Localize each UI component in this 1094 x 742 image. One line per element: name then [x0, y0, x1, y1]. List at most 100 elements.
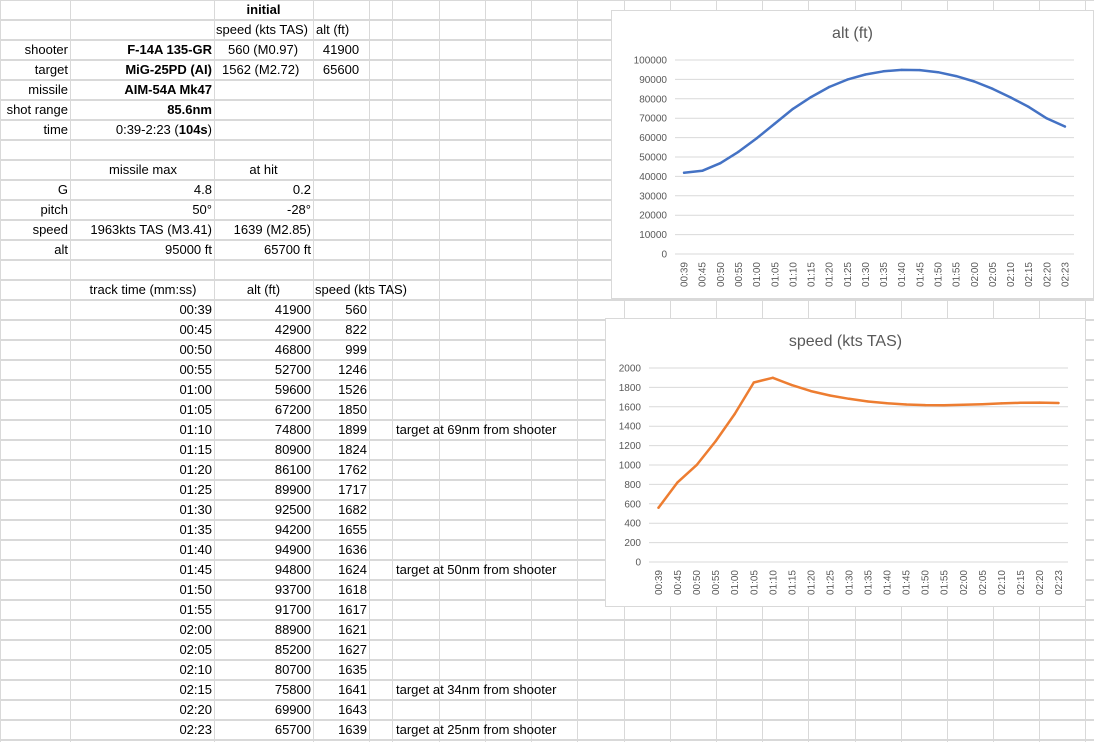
speed-column-header[interactable]: speed (kts TAS): [216, 22, 308, 37]
track-alt-cell[interactable]: 52700: [274, 362, 311, 377]
track-time-cell[interactable]: 01:30: [179, 502, 212, 517]
track-time-cell[interactable]: 00:50: [179, 342, 212, 357]
g-max[interactable]: 4.8: [193, 182, 212, 197]
track-speed-cell[interactable]: 1624: [338, 562, 367, 577]
track-time-cell[interactable]: 02:15: [179, 682, 212, 697]
target-alt[interactable]: 65600: [322, 62, 360, 77]
track-speed-header[interactable]: speed (kts TAS): [315, 282, 407, 297]
track-speed-cell[interactable]: 1618: [338, 582, 367, 597]
shooter-speed[interactable]: 560 (M0.97): [228, 42, 299, 57]
missile-value[interactable]: AIM-54A Mk47: [124, 82, 212, 97]
track-speed-cell[interactable]: 1762: [338, 462, 367, 477]
altitude-chart[interactable]: alt (ft) 0 10000 20000 30000 40000 50000 60000…: [611, 10, 1094, 299]
alt-label[interactable]: alt: [54, 242, 68, 257]
track-alt-cell[interactable]: 74800: [274, 422, 311, 437]
shot-range-label[interactable]: shot range: [6, 102, 68, 117]
track-time-cell[interactable]: 01:25: [179, 482, 212, 497]
track-alt-cell[interactable]: 80700: [274, 662, 311, 677]
target-speed[interactable]: 1562 (M2.72): [222, 62, 300, 77]
track-alt-cell[interactable]: 88900: [274, 622, 311, 637]
track-time-cell[interactable]: 01:45: [179, 562, 212, 577]
track-alt-cell[interactable]: 80900: [274, 442, 311, 457]
track-speed-cell[interactable]: 560: [345, 302, 367, 317]
target-value[interactable]: MiG-25PD (AI): [125, 62, 212, 77]
track-note-cell[interactable]: target at 50nm from shooter: [396, 562, 557, 577]
track-time-cell[interactable]: 01:55: [179, 602, 212, 617]
shot-range-value[interactable]: 85.6nm: [167, 102, 212, 117]
speed-hit[interactable]: 1639 (M2.85): [233, 222, 311, 237]
track-note-cell[interactable]: target at 34nm from shooter: [396, 682, 557, 697]
track-time-cell[interactable]: 00:55: [179, 362, 212, 377]
track-time-cell[interactable]: 00:39: [179, 302, 212, 317]
track-time-cell[interactable]: 00:45: [179, 322, 212, 337]
track-time-header[interactable]: track time (mm:ss): [89, 282, 197, 297]
track-time-cell[interactable]: 01:15: [179, 442, 212, 457]
track-time-cell[interactable]: 02:20: [179, 702, 212, 717]
track-speed-cell[interactable]: 1850: [338, 402, 367, 417]
shooter-label[interactable]: shooter: [24, 42, 68, 57]
track-speed-cell[interactable]: 1655: [338, 522, 367, 537]
alt-hit[interactable]: 65700 ft: [264, 242, 311, 257]
track-alt-cell[interactable]: 85200: [274, 642, 311, 657]
initial-header[interactable]: initial: [246, 2, 281, 17]
track-speed-cell[interactable]: 999: [345, 342, 367, 357]
track-speed-cell[interactable]: 1643: [338, 702, 367, 717]
track-speed-cell[interactable]: 1526: [338, 382, 367, 397]
track-time-cell[interactable]: 01:00: [179, 382, 212, 397]
track-speed-cell[interactable]: 822: [345, 322, 367, 337]
track-time-cell[interactable]: 02:10: [179, 662, 212, 677]
g-label[interactable]: G: [57, 182, 68, 197]
track-time-cell[interactable]: 01:05: [179, 402, 212, 417]
track-alt-cell[interactable]: 94800: [274, 562, 311, 577]
track-alt-header[interactable]: alt (ft): [246, 282, 281, 297]
pitch-max[interactable]: 50°: [192, 202, 212, 217]
missile-label[interactable]: missile: [28, 82, 68, 97]
g-hit[interactable]: 0.2: [292, 182, 311, 197]
speed-max[interactable]: 1963kts TAS (M3.41): [90, 222, 212, 237]
track-alt-cell[interactable]: 46800: [274, 342, 311, 357]
track-speed-cell[interactable]: 1824: [338, 442, 367, 457]
track-time-cell[interactable]: 01:20: [179, 462, 212, 477]
speed-label[interactable]: speed: [32, 222, 68, 237]
target-label[interactable]: target: [34, 62, 68, 77]
track-time-cell[interactable]: 01:10: [179, 422, 212, 437]
time-label[interactable]: time: [43, 122, 68, 137]
track-alt-cell[interactable]: 41900: [274, 302, 311, 317]
track-alt-cell[interactable]: 94200: [274, 522, 311, 537]
track-speed-cell[interactable]: 1682: [338, 502, 367, 517]
track-speed-cell[interactable]: 1717: [338, 482, 367, 497]
alt-max[interactable]: 95000 ft: [165, 242, 212, 257]
track-alt-cell[interactable]: 93700: [274, 582, 311, 597]
track-alt-cell[interactable]: 89900: [274, 482, 311, 497]
shooter-value[interactable]: F-14A 135-GR: [127, 42, 212, 57]
track-speed-cell[interactable]: 1246: [338, 362, 367, 377]
track-time-cell[interactable]: 01:40: [179, 542, 212, 557]
missile-max-header[interactable]: missile max: [109, 162, 177, 177]
track-alt-cell[interactable]: 65700: [274, 722, 311, 737]
track-speed-cell[interactable]: 1899: [338, 422, 367, 437]
track-time-cell[interactable]: 01:35: [179, 522, 212, 537]
track-alt-cell[interactable]: 92500: [274, 502, 311, 517]
track-alt-cell[interactable]: 94900: [274, 542, 311, 557]
track-time-cell[interactable]: 02:00: [179, 622, 212, 637]
track-speed-cell[interactable]: 1636: [338, 542, 367, 557]
track-alt-cell[interactable]: 69900: [274, 702, 311, 717]
track-speed-cell[interactable]: 1621: [338, 622, 367, 637]
track-alt-cell[interactable]: 67200: [274, 402, 311, 417]
track-speed-cell[interactable]: 1635: [338, 662, 367, 677]
speed-chart[interactable]: speed (kts TAS) 0 200 400 600 800 1000 1200 140…: [605, 318, 1086, 607]
track-note-cell[interactable]: target at 69nm from shooter: [396, 422, 557, 437]
alt-column-header[interactable]: alt (ft): [316, 22, 350, 37]
track-alt-cell[interactable]: 86100: [274, 462, 311, 477]
track-speed-cell[interactable]: 1641: [338, 682, 367, 697]
track-alt-cell[interactable]: 75800: [274, 682, 311, 697]
track-speed-cell[interactable]: 1617: [338, 602, 367, 617]
at-hit-header[interactable]: at hit: [249, 162, 278, 177]
track-alt-cell[interactable]: 42900: [274, 322, 311, 337]
track-time-cell[interactable]: 01:50: [179, 582, 212, 597]
time-value[interactable]: 0:39-2:23 (104s): [72, 120, 212, 140]
track-speed-cell[interactable]: 1627: [338, 642, 367, 657]
pitch-label[interactable]: pitch: [40, 202, 68, 217]
track-alt-cell[interactable]: 91700: [274, 602, 311, 617]
track-alt-cell[interactable]: 59600: [274, 382, 311, 397]
